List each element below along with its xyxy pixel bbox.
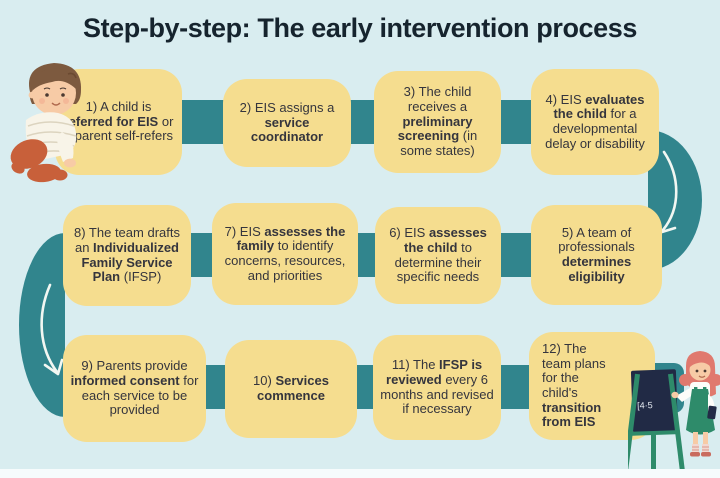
- page-title: Step-by-step: The early intervention pro…: [82, 13, 638, 43]
- teacher-at-chalkboard-icon: [4·5: [628, 351, 720, 472]
- flow-connector: [497, 100, 535, 144]
- step-text-segment: 8) The team drafts an: [74, 225, 180, 255]
- crawling-baby-icon: [10, 63, 82, 183]
- flow-connector: [497, 365, 533, 409]
- step-box-7: 7) EIS assesses the family to identify c…: [212, 203, 358, 305]
- step-box-4: 4) EIS evaluates the child for a develop…: [531, 69, 659, 175]
- step-text-segment: transition from EIS: [542, 399, 602, 430]
- step-text: 1) A child is referred for EIS or a pare…: [55, 95, 182, 149]
- step-text-segment: or a parent self-refers: [63, 113, 174, 144]
- step-text-segment: to identify concerns, resources, and pri…: [224, 238, 346, 283]
- step-text-segment: to determine their specific needs: [394, 239, 482, 285]
- flow-connector: [497, 233, 535, 277]
- chalkboard-text: [4·5: [637, 400, 653, 411]
- step-text-segment: evaluates the child: [553, 91, 645, 122]
- step-text-segment: every 6 months and revised if necessary: [380, 371, 494, 417]
- step-text-segment: 1) A child is: [85, 98, 152, 114]
- step-text: 8) The team drafts an Individualized Fam…: [63, 221, 191, 290]
- step-text-segment: 3) The child receives a: [403, 84, 472, 114]
- flow-connector: [178, 100, 227, 144]
- step-text-segment: for each service to be provided: [81, 372, 199, 418]
- flow-arc-left: [19, 233, 65, 417]
- step-box-8: 8) The team drafts an Individualized Fam…: [63, 205, 191, 306]
- step-text-segment: Individualized Family Service Plan: [81, 239, 180, 285]
- step-text-segment: 7) EIS: [224, 223, 265, 239]
- baby-illustration: [10, 63, 82, 183]
- step-box-5: 5) A team of professionals determines el…: [531, 205, 662, 305]
- step-text-segment: determines eligibility: [561, 254, 632, 284]
- step-box-1: 1) A child is referred for EIS or a pare…: [55, 69, 182, 175]
- step-text-segment: assesses the child: [404, 225, 487, 255]
- step-box-11: 11) The IFSP is reviewed every 6 months …: [373, 335, 501, 440]
- step-box-2: 2) EIS assigns a service coordinator: [223, 79, 351, 167]
- step-text-segment: (IFSP): [120, 269, 162, 285]
- step-text-segment: 4) EIS: [545, 91, 586, 107]
- step-text-segment: 6) EIS: [389, 225, 429, 241]
- curved-arrow-icon: [661, 150, 678, 232]
- step-text-segment: 12) The team plans for the child's: [542, 340, 606, 400]
- step-text-segment: referred for EIS: [63, 113, 159, 129]
- step-text-segment: 2) EIS assigns a: [239, 99, 335, 115]
- step-text: 9) Parents provide informed consent for …: [63, 354, 206, 423]
- flow-connector: [347, 100, 378, 144]
- step-text-segment: (in some states): [400, 128, 478, 159]
- step-box-10: 10) Services commence: [225, 340, 357, 438]
- step-text: 10) Services commence: [225, 369, 357, 408]
- step-text: 11) The IFSP is reviewed every 6 months …: [373, 353, 501, 422]
- step-text: 12) The team plans for the child's trans…: [529, 337, 655, 435]
- step-box-9: 9) Parents provide informed consent for …: [63, 335, 206, 442]
- step-text: 5) A team of professionals determines el…: [531, 221, 662, 290]
- step-text-segment: informed consent: [70, 372, 180, 388]
- flow-connector: [187, 233, 216, 277]
- curved-arrow-icon: [40, 283, 59, 374]
- step-text-segment: assesses the family: [236, 223, 346, 254]
- step-text-segment: 5) A team of professionals: [558, 224, 635, 255]
- step-text: 7) EIS assesses the family to identify c…: [212, 220, 358, 289]
- step-text: 2) EIS assigns a service coordinator: [223, 96, 351, 150]
- bottom-border: [0, 469, 720, 478]
- step-text-segment: 9) Parents provide: [81, 358, 188, 374]
- step-text-segment: IFSP is reviewed: [386, 357, 483, 387]
- step-text-segment: 11) The: [391, 357, 440, 373]
- teacher-illustration: [4·5: [628, 351, 720, 472]
- step-text-segment: preliminary screening: [397, 113, 473, 144]
- step-text: 4) EIS evaluates the child for a develop…: [531, 88, 659, 157]
- step-text-segment: for a developmental delay or disability: [545, 106, 645, 151]
- step-text-segment: 10): [253, 373, 276, 389]
- step-text: 3) The child receives a preliminary scre…: [374, 80, 501, 163]
- step-box-3: 3) The child receives a preliminary scre…: [374, 71, 501, 173]
- step-text-segment: service coordinator: [250, 114, 324, 145]
- step-text: 6) EIS assesses the child to determine t…: [375, 221, 501, 290]
- step-text-segment: Services commence: [257, 373, 329, 403]
- step-box-6: 6) EIS assesses the child to determine t…: [375, 207, 501, 304]
